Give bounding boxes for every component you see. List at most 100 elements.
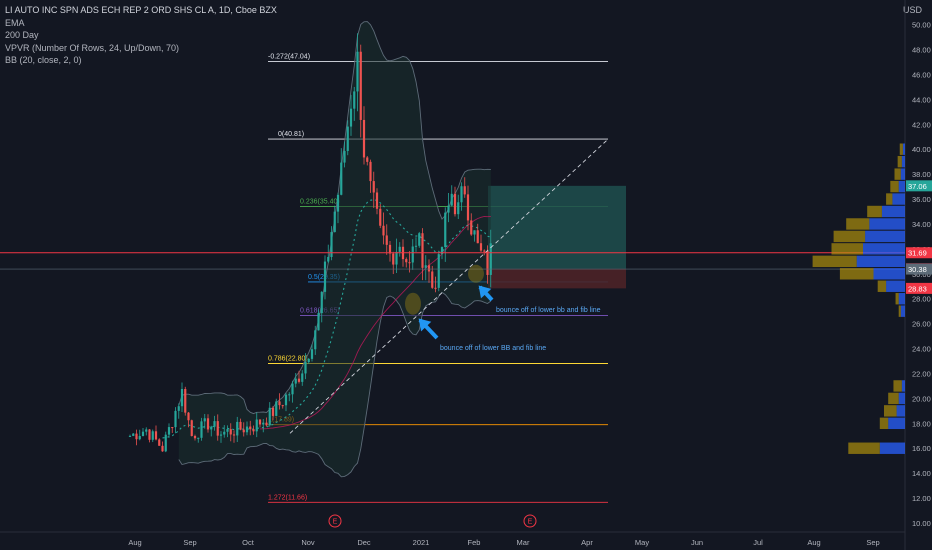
candle <box>167 423 171 438</box>
candle-body <box>359 51 362 120</box>
candle-body <box>164 434 167 452</box>
price-tick-label: 36.00 <box>912 195 931 204</box>
candle-body <box>372 181 375 193</box>
candle-body <box>138 436 141 440</box>
candle-body <box>255 419 258 432</box>
candle <box>145 427 148 436</box>
price-tick-label: 42.00 <box>912 120 931 129</box>
currency-label: USD <box>902 5 922 15</box>
candle-body <box>128 435 132 437</box>
vp-up-bar <box>888 417 905 430</box>
vp-down-bar <box>898 305 901 317</box>
candle <box>158 438 161 446</box>
legend-bb: BB (20, close, 2, 0) <box>5 55 82 65</box>
candle-body <box>366 157 369 162</box>
candle-body <box>408 262 411 264</box>
candle-body <box>223 431 226 435</box>
candle <box>255 412 258 438</box>
candle <box>470 213 473 236</box>
price-tick-label: 50.00 <box>912 21 931 30</box>
price-tick-label: 38.00 <box>912 170 931 179</box>
candle-body <box>161 445 164 452</box>
time-tick-label: Sep <box>866 538 879 547</box>
candle-body <box>307 358 310 363</box>
candle <box>473 230 476 242</box>
vp-up-bar <box>900 305 905 317</box>
candle-body <box>132 433 135 436</box>
price-tick-label: 28.00 <box>912 295 931 304</box>
volume-profile <box>812 143 905 454</box>
candle-body <box>463 186 466 195</box>
fib-level-label: 0.236(35.40) <box>300 199 340 206</box>
candle-body <box>216 421 219 436</box>
candle <box>294 373 297 388</box>
candle-body <box>210 426 213 430</box>
candle-body <box>440 247 444 255</box>
price-tick-label: 48.00 <box>912 46 931 55</box>
candle <box>372 171 375 208</box>
time-tick-label: May <box>635 538 649 547</box>
vp-down-bar <box>877 280 887 292</box>
vp-up-bar <box>901 155 905 168</box>
vp-down-bar <box>893 380 902 392</box>
candle-body <box>323 261 327 292</box>
candle-body <box>470 220 473 235</box>
candle <box>362 106 366 165</box>
candle-body <box>145 429 148 432</box>
candle <box>232 430 236 443</box>
candle-body <box>275 401 278 416</box>
price-label-text: 31.69 <box>908 249 927 258</box>
candle-body <box>229 429 232 435</box>
candle-body <box>447 205 450 213</box>
candle <box>278 393 281 410</box>
candle <box>291 380 294 403</box>
candle <box>317 309 320 331</box>
vp-up-bar <box>898 392 905 405</box>
candle <box>281 404 284 409</box>
candle-body <box>457 202 460 215</box>
candle <box>336 192 340 224</box>
price-tick-label: 10.00 <box>912 519 931 528</box>
candle <box>320 291 323 323</box>
legend-vpvr: VPVR (Number Of Rows, 24, Up/Down, 70) <box>5 42 180 53</box>
candle-body <box>314 330 317 350</box>
candle <box>180 382 184 412</box>
vp-up-bar <box>886 280 905 292</box>
time-tick-label: Jun <box>691 538 703 547</box>
vp-down-bar <box>812 255 857 268</box>
candle-body <box>343 150 346 163</box>
candle <box>476 223 479 244</box>
candle <box>206 414 210 433</box>
price-tick-label: 14.00 <box>912 469 931 478</box>
fib-level-label: 0.786(22.80) <box>268 356 308 363</box>
candle <box>262 418 265 433</box>
fib-level-label: -0.272(47.04) <box>268 53 310 60</box>
candle-body <box>388 244 392 254</box>
candle-body <box>317 313 320 331</box>
price-tick-label: 24.00 <box>912 345 931 354</box>
vp-down-bar <box>895 293 899 305</box>
candle <box>323 255 327 300</box>
earnings-marker-circle <box>328 514 342 528</box>
candle <box>340 148 343 196</box>
position-stop-zone <box>488 268 626 289</box>
candle-body <box>288 394 291 396</box>
time-tick-label: Oct <box>242 538 255 547</box>
candle <box>265 417 268 427</box>
candle-body <box>418 233 421 246</box>
candle-body <box>346 126 349 151</box>
time-tick-label: 2021 <box>413 538 430 547</box>
candle-body <box>444 212 447 248</box>
candle-body <box>184 389 187 413</box>
candle-body <box>369 161 372 182</box>
candle <box>411 239 414 270</box>
candle <box>489 229 492 288</box>
candle <box>418 231 421 248</box>
vp-down-bar <box>886 193 893 205</box>
ma-line <box>259 216 491 430</box>
candle-body <box>320 291 323 314</box>
candle-body <box>213 421 216 427</box>
vp-down-bar <box>888 392 899 405</box>
annotation-arrow <box>418 318 439 340</box>
